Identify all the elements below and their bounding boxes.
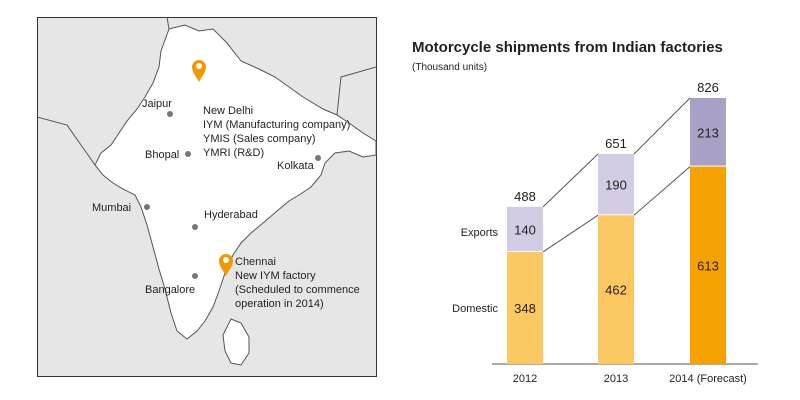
location-pin-icon	[219, 254, 233, 276]
chart-panel: Motorcycle shipments from Indian factori…	[400, 30, 800, 390]
marker-line: New Delhi	[203, 105, 253, 117]
city-dot	[185, 151, 191, 157]
connector-line-total	[542, 153, 599, 208]
data-label-domestic: 348	[514, 301, 536, 316]
marker-line: Chennai	[235, 256, 276, 268]
connector-line-domestic	[542, 214, 599, 253]
bar-exports	[598, 154, 634, 215]
data-label-total: 826	[697, 80, 719, 95]
data-label-total: 488	[514, 189, 536, 204]
marker-line: New IYM factory	[235, 270, 316, 282]
city-dot	[167, 111, 173, 117]
marker-new-delhi: New Delhi IYM (Manufacturing company) YM…	[192, 60, 353, 159]
data-label-exports: 213	[697, 125, 719, 140]
data-label-total: 651	[605, 136, 627, 151]
map-panel: Jaipur Bhopal Kolkata Mumbai Hyderabad B…	[36, 16, 377, 377]
bar-domestic	[507, 251, 543, 364]
marker-line: YMRI (R&D)	[203, 147, 264, 159]
city-dot	[192, 273, 198, 279]
legend-label-exports: Exports	[461, 227, 499, 239]
city-label: Hyderabad	[204, 209, 258, 221]
connector-lines	[542, 97, 691, 253]
data-label-exports: 140	[514, 222, 536, 237]
city-label: Bhopal	[145, 149, 179, 161]
location-pin-icon	[192, 60, 206, 82]
data-label-exports: 190	[605, 178, 627, 193]
shipments-chart: Motorcycle shipments from Indian factori…	[412, 39, 758, 385]
city-label: Jaipur	[142, 98, 172, 110]
marker-line: YMIS (Sales company)	[203, 133, 315, 145]
city-label: Kolkata	[277, 160, 315, 172]
city-jaipur: Jaipur	[142, 98, 173, 117]
border-line-north	[166, 16, 170, 30]
city-bhopal: Bhopal	[145, 149, 191, 161]
marker-label: Chennai New IYM factory (Scheduled to co…	[235, 256, 363, 310]
city-kolkata: Kolkata	[277, 155, 321, 172]
city-mumbai: Mumbai	[92, 202, 150, 214]
chart-subtitle: (Thousand units)	[412, 62, 487, 73]
bar-domestic	[598, 215, 634, 364]
border-line-east	[336, 66, 377, 116]
bar-group: 348 140 488 2012 462 190 651 2013 613 213 826 2014 …	[507, 80, 747, 385]
x-tick-label: 2013	[604, 373, 628, 385]
bar-domestic	[690, 166, 726, 364]
city-label: Bangalore	[145, 284, 195, 296]
connector-line-domestic	[633, 166, 691, 216]
marker-line: (Scheduled to commence	[235, 284, 360, 296]
marker-line: operation in 2014)	[235, 298, 324, 310]
marker-line: IYM (Manufacturing company)	[203, 119, 350, 131]
city-dot	[192, 224, 198, 230]
city-label: Mumbai	[92, 202, 131, 214]
data-label-domestic: 462	[605, 283, 627, 298]
sri-lanka	[222, 318, 250, 366]
city-hyderabad: Hyderabad	[192, 209, 258, 230]
india-map: Jaipur Bhopal Kolkata Mumbai Hyderabad B…	[36, 16, 377, 377]
x-tick-label: 2014 (Forecast)	[669, 373, 747, 385]
marker-chennai: Chennai New IYM factory (Scheduled to co…	[219, 254, 363, 310]
chart-title: Motorcycle shipments from Indian factori…	[412, 39, 723, 56]
border-line-west	[36, 116, 96, 166]
city-dot	[315, 155, 321, 161]
city-dot	[144, 204, 150, 210]
legend-label-domestic: Domestic	[452, 303, 498, 315]
data-label-domestic: 613	[697, 258, 719, 273]
marker-label: New Delhi IYM (Manufacturing company) YM…	[203, 105, 353, 159]
city-bangalore: Bangalore	[145, 273, 198, 296]
bar-exports	[690, 98, 726, 166]
bar-exports	[507, 206, 543, 251]
connector-line-total	[633, 97, 691, 155]
x-tick-label: 2012	[513, 373, 537, 385]
